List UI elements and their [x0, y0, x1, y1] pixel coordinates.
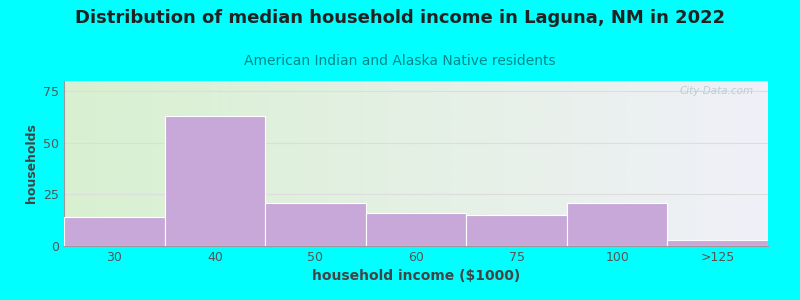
Bar: [64, 217, 165, 246]
Y-axis label: households: households: [25, 124, 38, 203]
Bar: [667, 240, 768, 246]
Bar: [567, 203, 667, 246]
Bar: [165, 116, 265, 246]
Bar: [366, 213, 466, 246]
Text: Distribution of median household income in Laguna, NM in 2022: Distribution of median household income …: [75, 9, 725, 27]
Bar: [466, 215, 567, 246]
Bar: [265, 203, 366, 246]
Text: American Indian and Alaska Native residents: American Indian and Alaska Native reside…: [244, 54, 556, 68]
X-axis label: household income ($1000): household income ($1000): [312, 269, 520, 284]
Text: City-Data.com: City-Data.com: [680, 86, 754, 96]
